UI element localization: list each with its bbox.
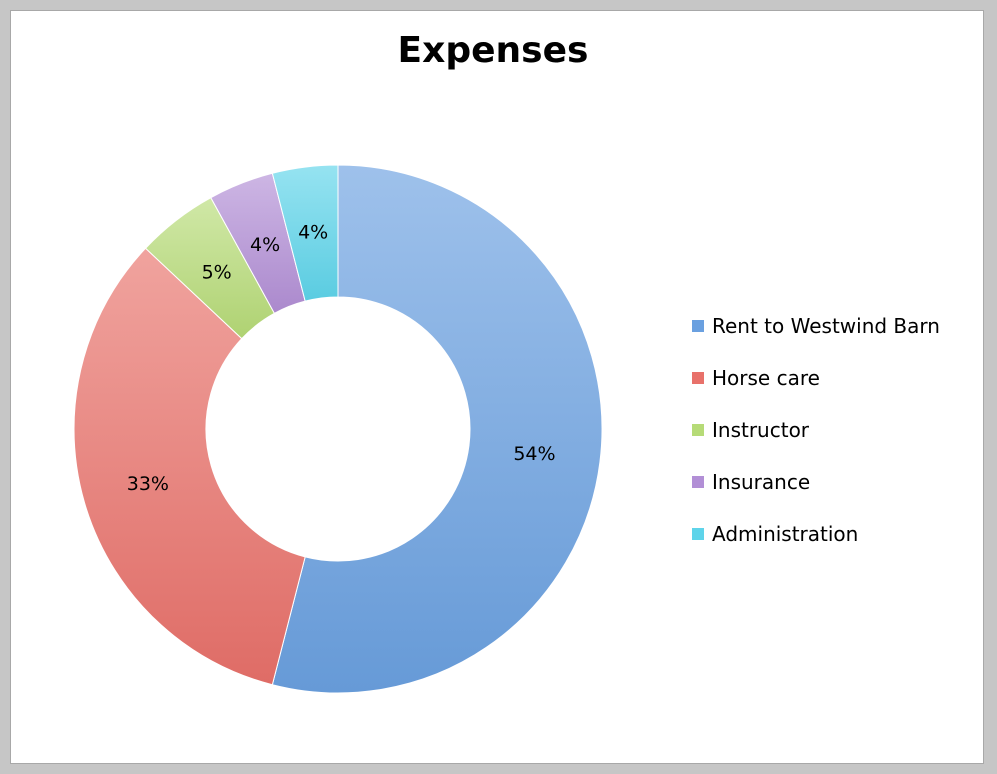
- legend-label-horse-care: Horse care: [712, 366, 820, 390]
- legend-label-insurance: Insurance: [712, 470, 810, 494]
- donut-data-labels: 54% 33% 5% 4% 4%: [127, 222, 556, 496]
- legend-label-instructor: Instructor: [712, 418, 810, 442]
- legend-label-rent: Rent to Westwind Barn: [712, 314, 940, 338]
- chart-legend: Rent to Westwind Barn Horse care Instructo…: [692, 314, 940, 546]
- legend-swatch-rent: [692, 320, 704, 332]
- legend-swatch-instructor: [692, 424, 704, 436]
- donut-slices: [73, 164, 603, 694]
- slice-rent: [271, 164, 603, 694]
- legend-label-administration: Administration: [712, 522, 858, 546]
- slice-administration: [271, 164, 339, 302]
- data-label-rent: 54%: [513, 443, 555, 465]
- slice-horse-care: [73, 247, 306, 686]
- data-label-insurance: 4%: [250, 234, 280, 256]
- data-label-administration: 4%: [298, 222, 328, 244]
- legend-swatch-administration: [692, 528, 704, 540]
- chart-title: Expenses: [397, 30, 589, 71]
- legend-swatch-insurance: [692, 476, 704, 488]
- data-label-instructor: 5%: [202, 262, 232, 284]
- legend-swatch-horse-care: [692, 372, 704, 384]
- data-label-horse-care: 33%: [127, 473, 169, 495]
